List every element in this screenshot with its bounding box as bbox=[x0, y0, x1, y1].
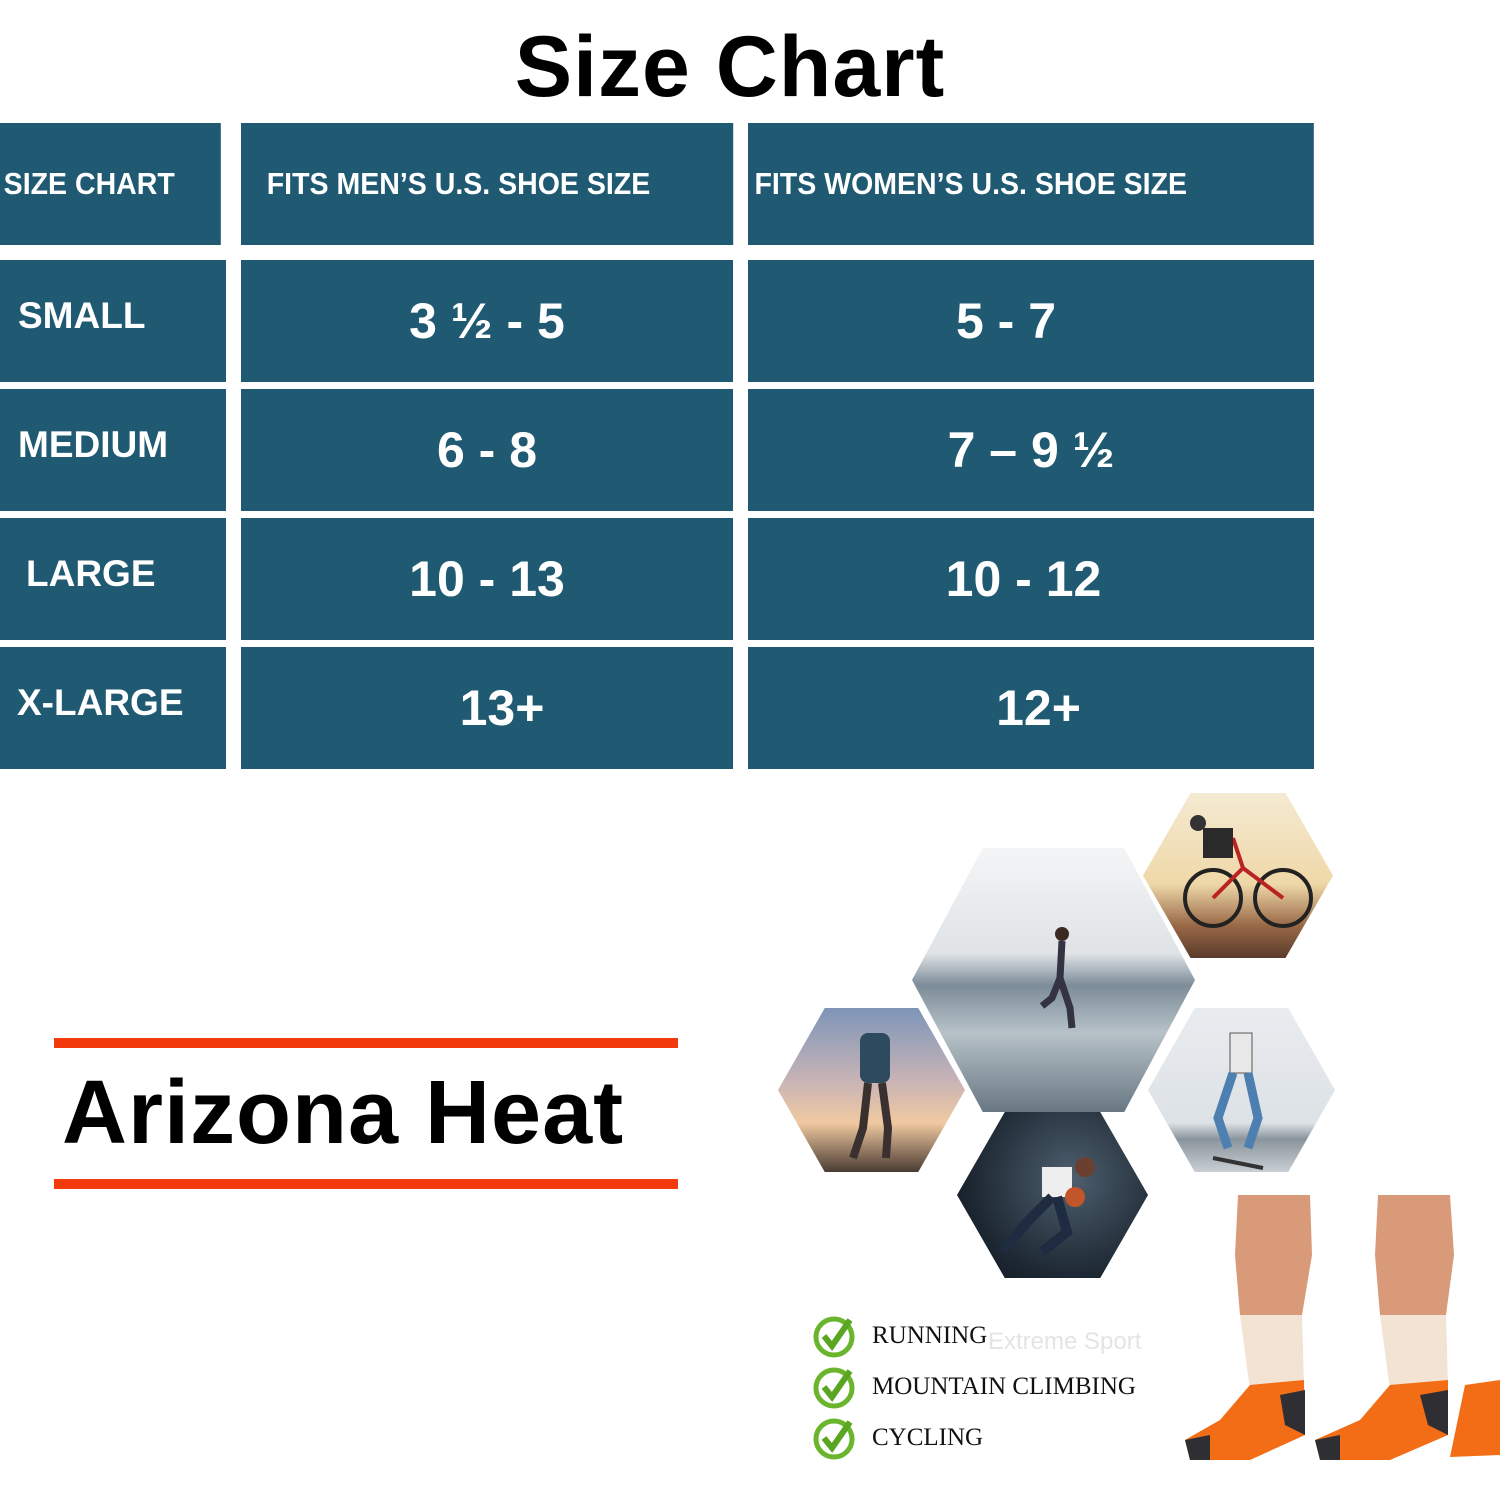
row-medium-men: 6 - 8 bbox=[241, 389, 733, 511]
cyclist-figure bbox=[1183, 815, 1313, 928]
row-large-men: 10 - 13 bbox=[241, 518, 733, 640]
brand-top-rule bbox=[54, 1038, 678, 1048]
green-check-circle-icon bbox=[813, 1316, 855, 1358]
cycling-photo-hexagon bbox=[1143, 793, 1333, 958]
row-size-large: LARGE bbox=[0, 518, 226, 640]
skater-figure bbox=[1212, 1032, 1264, 1170]
activity-label: MOUNTAIN CLIMBING bbox=[872, 1373, 1136, 1400]
left-leg-sock bbox=[1185, 1195, 1312, 1460]
header-womens-size: FITS WOMEN’S U.S. SHOE SIZE bbox=[748, 123, 1314, 245]
row-xlarge-women: 12+ bbox=[748, 647, 1314, 769]
watermark-text: Extreme Sport bbox=[988, 1328, 1142, 1355]
activity-label: RUNNING bbox=[872, 1322, 988, 1349]
green-check-circle-icon bbox=[813, 1418, 855, 1460]
row-size-medium: MEDIUM bbox=[0, 389, 226, 511]
row-medium-women: 7 – 9 ½ bbox=[748, 389, 1314, 511]
runner-figure bbox=[1039, 927, 1076, 1029]
sock-product-photo bbox=[1185, 1195, 1500, 1460]
row-xlarge-men: 13+ bbox=[241, 647, 733, 769]
basketball-photo-hexagon bbox=[957, 1112, 1148, 1278]
brand-bottom-rule bbox=[54, 1179, 678, 1189]
hiker-figure bbox=[849, 1033, 893, 1160]
right-leg-sock bbox=[1315, 1195, 1500, 1460]
hiking-photo-hexagon bbox=[778, 1008, 965, 1172]
skateboard-photo-hexagon bbox=[1148, 1008, 1335, 1172]
green-check-circle-icon bbox=[813, 1367, 855, 1409]
activity-cycling: CYCLING bbox=[812, 1416, 983, 1460]
activity-label: CYCLING bbox=[872, 1424, 984, 1451]
row-size-xlarge: X-LARGE bbox=[0, 647, 226, 769]
row-large-women: 10 - 12 bbox=[748, 518, 1314, 640]
activity-mountain-climbing: MOUNTAIN CLIMBING bbox=[812, 1365, 1136, 1409]
row-small-women: 5 - 7 bbox=[748, 260, 1314, 382]
row-small-men: 3 ½ - 5 bbox=[241, 260, 733, 382]
brand-name: Arizona Heat bbox=[62, 1063, 625, 1163]
activity-running: RUNNING bbox=[812, 1314, 987, 1358]
page-title: Size Chart bbox=[514, 19, 946, 115]
basketball-player-figure bbox=[998, 1157, 1095, 1256]
header-size-chart: SIZE CHART bbox=[0, 123, 221, 245]
header-mens-size: FITS MEN’S U.S. SHOE SIZE bbox=[241, 123, 734, 245]
row-size-small: SMALL bbox=[0, 260, 226, 382]
